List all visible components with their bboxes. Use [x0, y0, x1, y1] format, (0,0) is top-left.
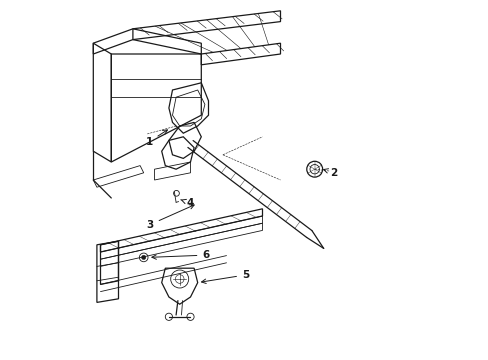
- Circle shape: [306, 161, 322, 177]
- Text: 6: 6: [152, 250, 209, 260]
- Text: 4: 4: [181, 198, 193, 208]
- Text: 3: 3: [146, 205, 194, 230]
- Text: 5: 5: [201, 270, 249, 283]
- Circle shape: [141, 255, 145, 260]
- Text: 2: 2: [323, 168, 337, 178]
- Text: 1: 1: [145, 130, 167, 147]
